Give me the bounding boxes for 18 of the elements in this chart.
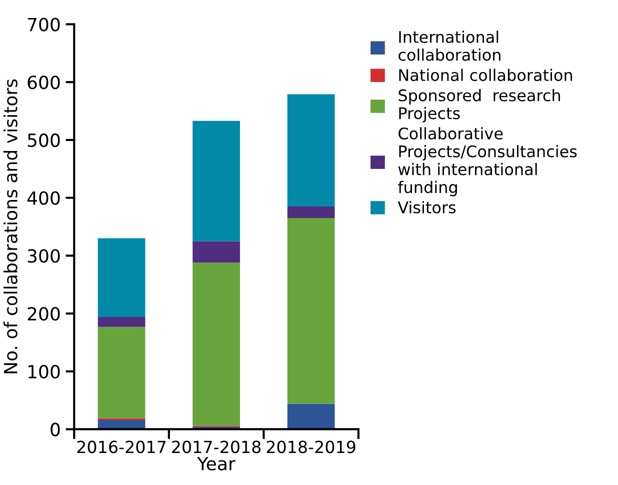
legend-label: Collaborative Projects/Consultancies with international funding (398, 127, 577, 196)
legend-label: Sponsored research Projects (398, 89, 560, 122)
x-tick-label: 2018-2019 (266, 440, 356, 454)
y-tick-label: 500 (28, 133, 60, 148)
y-tick-label: 400 (27, 191, 60, 205)
x-axis-title: Year (197, 457, 236, 470)
legend-label: National collaboration (399, 68, 572, 82)
y-tick-label: 300 (28, 249, 60, 263)
y-tick-label: 700 (28, 18, 60, 32)
y-axis-title: No. of collaborations and visitors (3, 79, 18, 374)
y-tick-label: 100 (28, 364, 60, 378)
y-tick-label: 0 (50, 422, 60, 436)
y-tick-label: 200 (28, 306, 60, 321)
x-tick-label: 2016-2017 (77, 440, 166, 454)
y-tick-label: 600 (28, 76, 60, 90)
legend-label: International collaboration (398, 30, 500, 61)
x-tick-label: 2017-2018 (172, 440, 261, 454)
legend-label: Visitors (398, 201, 456, 214)
